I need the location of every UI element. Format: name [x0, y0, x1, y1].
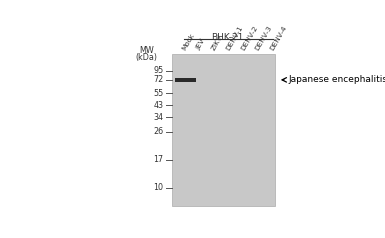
Text: Mock: Mock — [181, 32, 196, 51]
Text: 43: 43 — [154, 101, 164, 110]
Text: 34: 34 — [154, 113, 164, 122]
Text: DENV-2: DENV-2 — [239, 25, 259, 51]
Text: 95: 95 — [153, 66, 164, 75]
Text: BHK-21: BHK-21 — [211, 33, 243, 42]
Text: 17: 17 — [154, 155, 164, 164]
Text: JEV: JEV — [196, 38, 207, 51]
Bar — [172, 54, 275, 206]
Text: 10: 10 — [154, 183, 164, 193]
Text: 26: 26 — [154, 127, 164, 136]
Text: ZIKV: ZIKV — [210, 34, 224, 51]
Text: (kDa): (kDa) — [136, 53, 157, 62]
Bar — [175, 78, 196, 82]
Text: DENV-3: DENV-3 — [254, 25, 273, 51]
Text: DENV-4: DENV-4 — [269, 25, 288, 51]
Text: 55: 55 — [153, 89, 164, 98]
Text: MW: MW — [139, 46, 154, 55]
Text: DENV-1: DENV-1 — [225, 25, 244, 51]
Text: 72: 72 — [153, 75, 164, 84]
Text: Japanese encephalitis virus  NS3: Japanese encephalitis virus NS3 — [288, 75, 385, 84]
